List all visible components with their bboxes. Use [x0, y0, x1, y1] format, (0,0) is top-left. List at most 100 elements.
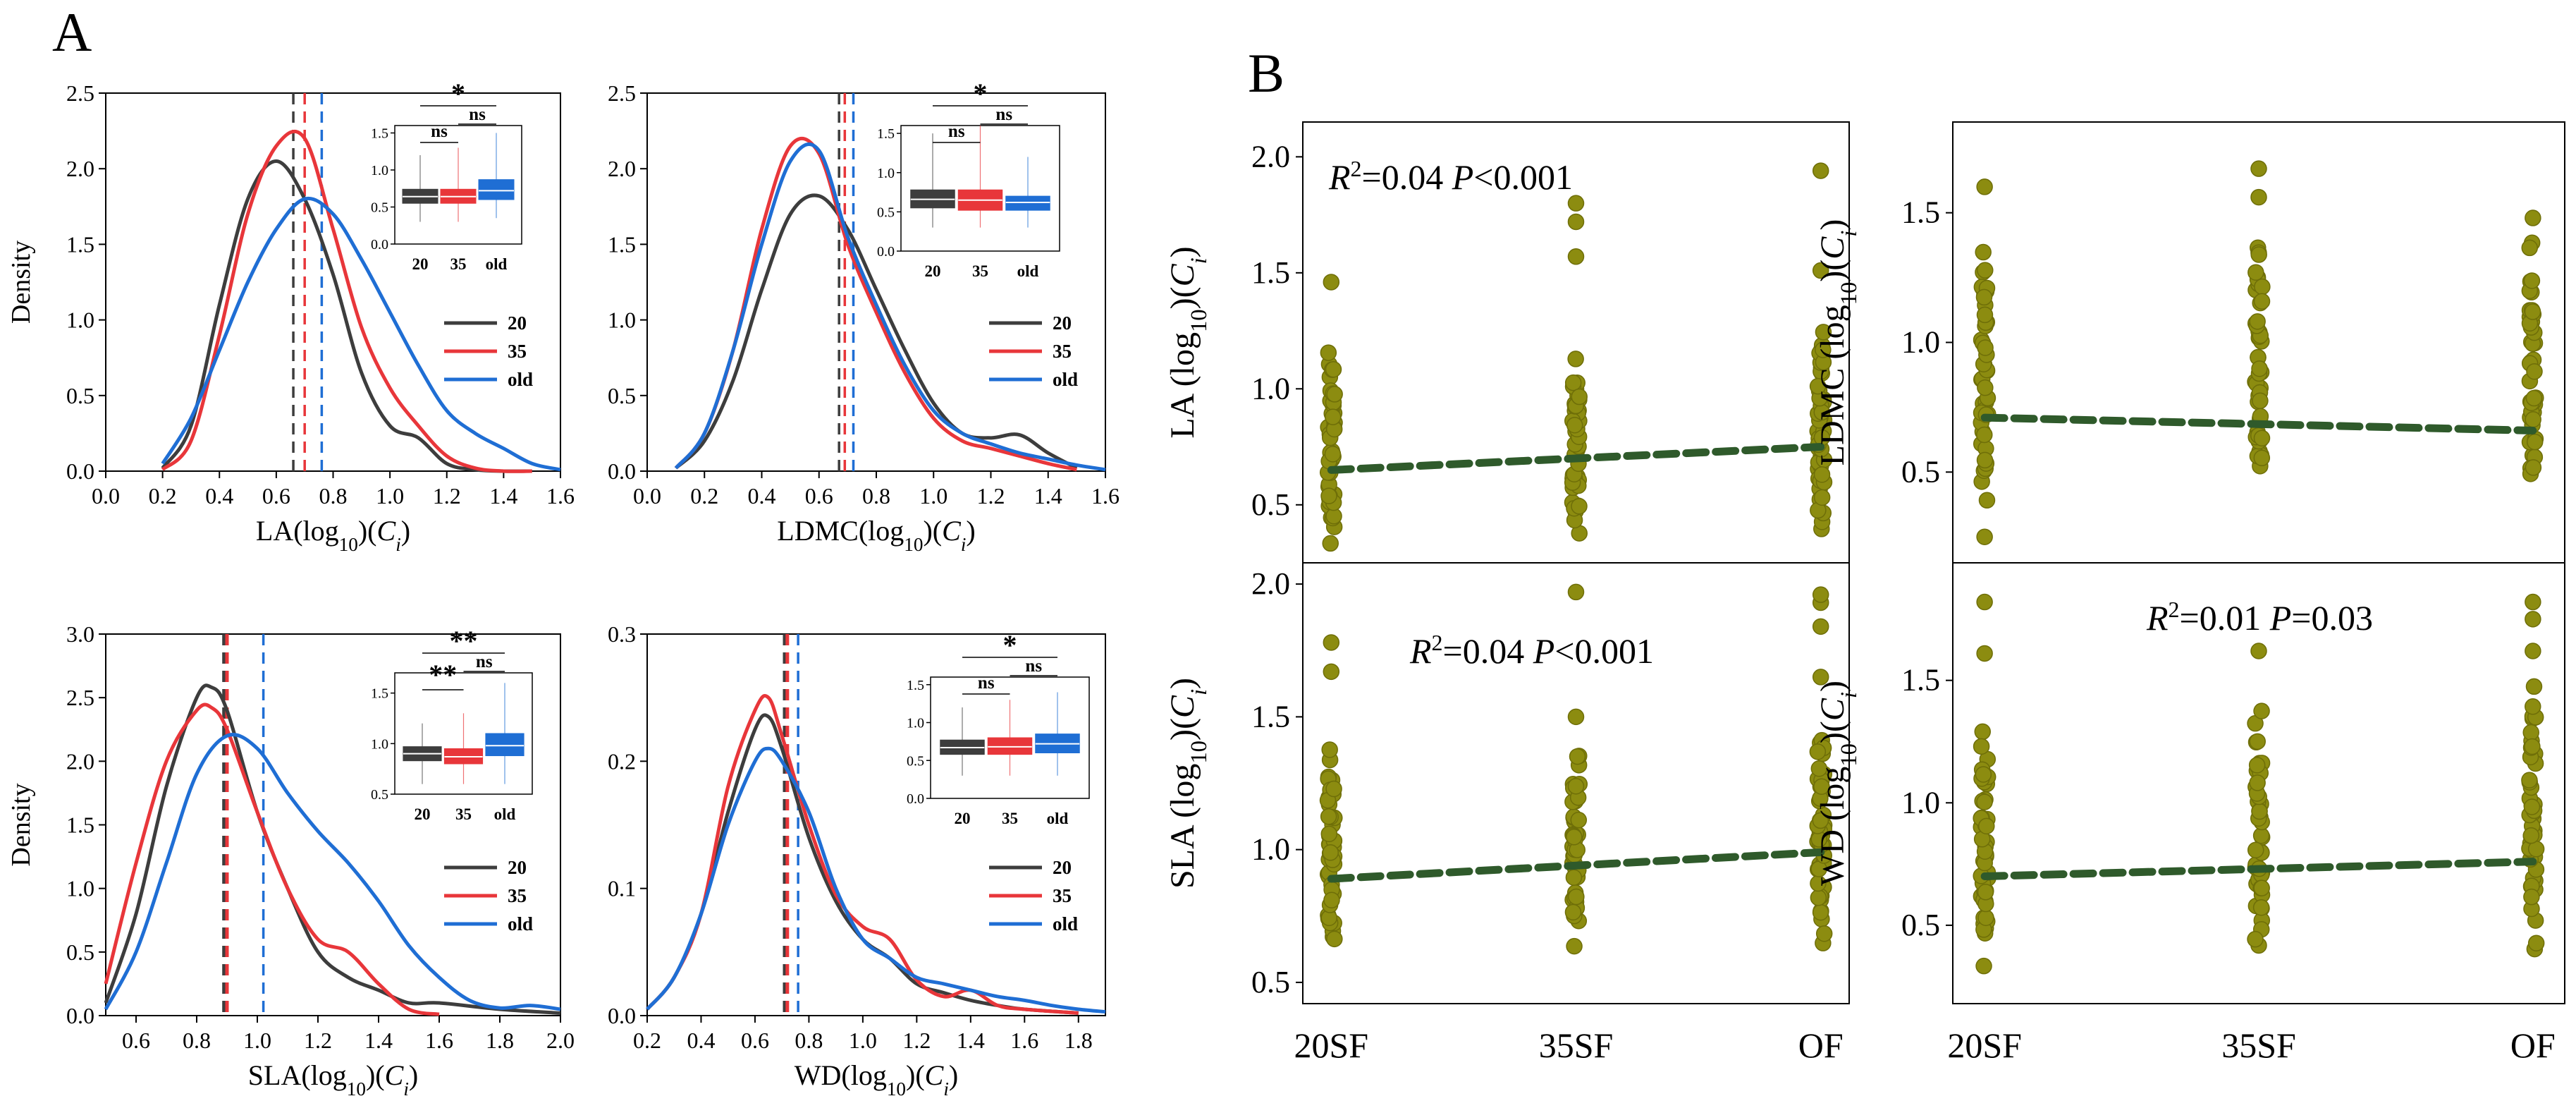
y-tick-label: 0.5 [66, 939, 94, 965]
fit-annotation: R2=0.04 P<0.001 [1409, 630, 1654, 671]
y-axis-label-part: ) [1164, 678, 1201, 689]
data-point [1978, 492, 1996, 509]
data-point [1976, 306, 1994, 324]
y-axis-label-part: LDMC (log [1814, 305, 1851, 465]
data-point [1571, 498, 1588, 515]
data-point-outlier [1567, 213, 1585, 231]
y-axis-label-part: ) [1814, 219, 1851, 231]
x-tick-label: 1.8 [486, 1028, 514, 1053]
x-axis-label-italic: C [925, 1059, 945, 1091]
panel-label-a: A [52, 1, 92, 63]
x-axis-label-sub: 10 [339, 534, 358, 555]
data-point [1565, 869, 1583, 886]
inset-y-tick-label: 0.5 [907, 753, 924, 769]
data-point-outlier [1976, 528, 1993, 545]
legend-label-20: 20 [1053, 857, 1072, 878]
point-column-20SF [1319, 634, 1343, 948]
density-curve-old [104, 733, 561, 1011]
inset-y-tick-label: 0.0 [371, 237, 388, 252]
y-tick-label: 2.0 [1251, 566, 1290, 601]
data-point-outlier [1976, 178, 1993, 195]
plot-frame [646, 92, 1106, 472]
annotation-r2-value: =0.01 [2180, 598, 2270, 638]
data-point-outlier [1567, 708, 1585, 726]
sig-right-label: ns [995, 105, 1012, 124]
data-point [2523, 272, 2541, 289]
data-point [1977, 262, 1994, 279]
x-axis-label-part: WD(log [795, 1059, 887, 1091]
x-tick-label: 0.6 [741, 1028, 769, 1053]
data-point [1320, 487, 1337, 504]
data-point [2251, 803, 2268, 820]
x-tick-label: 1.6 [425, 1028, 453, 1053]
data-point-outlier [1567, 248, 1585, 265]
legend-label-old: old [508, 369, 533, 390]
data-point [2522, 827, 2540, 844]
annotation-r: R [2146, 598, 2169, 638]
density-chart-ldmc: 0.0 0.2 0.4 0.6 0.8 1.0 1.2 1.4 1.6 0.0 0.5 1.0 1.5 2… [608, 78, 1120, 555]
density-curve-20 [674, 193, 1078, 470]
y-tick-label: 1.0 [1901, 325, 1940, 360]
y-tick-label: 1.5 [1901, 195, 1940, 230]
y-tick-label: 2.0 [608, 156, 636, 181]
y-axis-label-sub: i [1836, 692, 1862, 698]
data-point [1975, 957, 1992, 975]
data-point [1320, 344, 1337, 361]
x-axis-label-sub: 10 [887, 1078, 906, 1100]
y-axis-label: LA (log10)(Ci) [1164, 246, 1212, 438]
density-curve-old [646, 746, 1106, 1014]
data-point [2522, 724, 2539, 741]
inset-y-tick-label: 0.0 [877, 244, 895, 260]
x-tick-label: 1.4 [1034, 483, 1062, 509]
x-tick-label: 0.6 [805, 483, 833, 509]
y-axis-label-part: )( [1814, 260, 1851, 282]
data-point [1567, 777, 1585, 795]
density-curve-35 [104, 702, 440, 1016]
y-axis-label: Density [6, 241, 36, 324]
data-point [2524, 738, 2541, 755]
data-point [1977, 909, 1994, 926]
sig-right-label: ns [1025, 657, 1042, 676]
y-tick-label: 1.0 [1251, 832, 1290, 867]
y-tick-label: 0.3 [608, 621, 636, 647]
x-axis-label: LA(log10)(Ci) [256, 515, 410, 555]
annotation-p: P [2269, 598, 2292, 638]
annotation-sup: 2 [1432, 630, 1443, 655]
x-tick-label: 1.0 [376, 483, 404, 509]
y-axis-label-part: )( [1814, 721, 1851, 743]
y-tick-label: 0.0 [608, 458, 636, 484]
sig-left-label: ns [948, 122, 965, 141]
inset-x-label-35: 35 [972, 262, 988, 280]
y-axis-label: WD (log10)(Ci) [1814, 681, 1862, 886]
y-axis-label-italic: C [1164, 695, 1201, 718]
inset-x-label-35: 35 [455, 805, 472, 823]
data-point [2249, 313, 2266, 330]
sig-top-label: * [451, 78, 465, 109]
data-point [1566, 937, 1583, 955]
data-point-outlier [1812, 262, 1829, 279]
data-point [1974, 723, 1991, 741]
inset-x-label-20: 20 [925, 262, 941, 280]
y-tick-label: 1.5 [608, 231, 636, 257]
data-point [1815, 925, 1833, 942]
data-point [1976, 793, 1993, 810]
point-column-20SF [1319, 274, 1343, 552]
x-axis-label-part: )( [366, 1059, 385, 1091]
fit-annotation: R2=0.04 P<0.001 [1328, 156, 1573, 197]
inset-frame [394, 672, 533, 795]
inset-x-label-20: 20 [415, 805, 431, 823]
inset-box-old [1005, 195, 1050, 211]
y-axis-label-sub: 10 [1186, 309, 1212, 332]
inset-y-tick-label: 0.5 [371, 200, 388, 216]
data-point [1812, 903, 1829, 921]
data-point [2247, 264, 2264, 281]
inset-y-tick-label: 0.5 [877, 205, 895, 220]
annotation-p: P [1452, 157, 1474, 197]
point-column-35SF [2247, 643, 2271, 954]
data-point [1810, 760, 1828, 777]
x-axis-label-sub: i [961, 534, 967, 555]
annotation-r: R [1409, 631, 1432, 671]
data-point [2253, 293, 2271, 310]
x-tick-label: 0.0 [633, 483, 661, 509]
